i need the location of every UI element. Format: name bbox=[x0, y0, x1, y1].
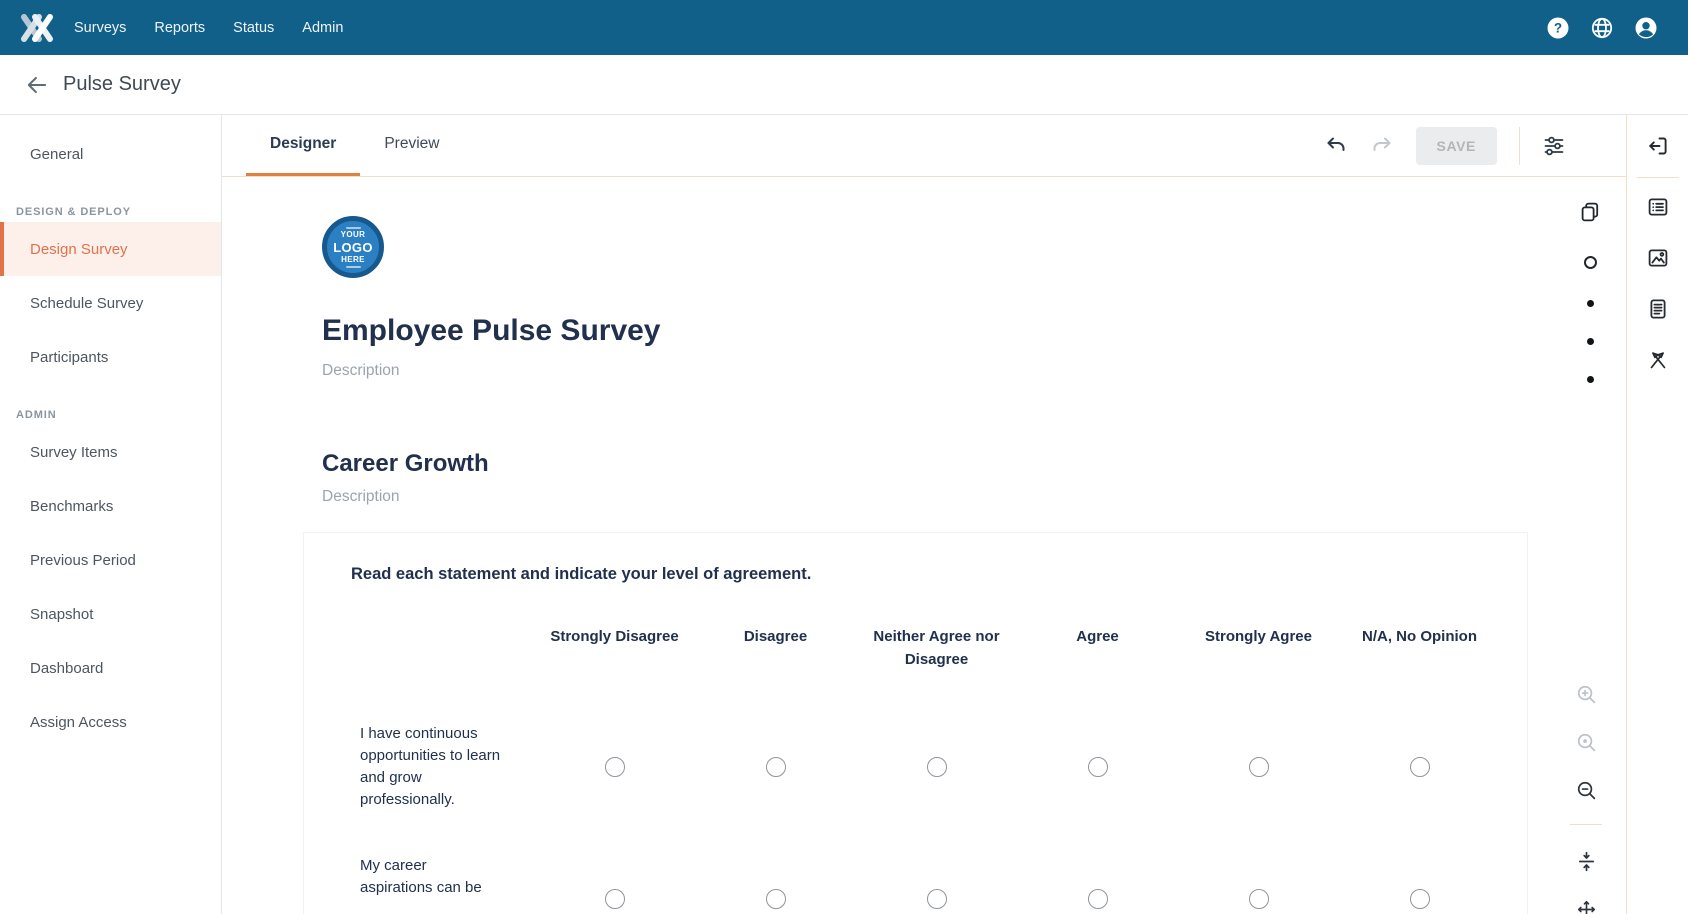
statement-text: I have continuous opportunities to learn… bbox=[360, 725, 501, 809]
page-indicator-dot[interactable] bbox=[1586, 338, 1594, 345]
sidebar-item-benchmarks[interactable]: Benchmarks bbox=[30, 497, 114, 515]
survey-canvas: YOUR LOGO HERE Employee Pulse Survey Des… bbox=[222, 177, 1626, 914]
sidebar-item-survey-items[interactable]: Survey Items bbox=[30, 443, 118, 461]
survey-logo-placeholder[interactable]: YOUR LOGO HERE bbox=[322, 216, 384, 278]
sidebar-item-previous-period[interactable]: Previous Period bbox=[30, 551, 136, 569]
zoom-in-icon[interactable] bbox=[1575, 683, 1598, 706]
matrix-question-block[interactable]: Read each statement and indicate your le… bbox=[303, 532, 1528, 914]
topbar-right-icons: ? bbox=[1546, 16, 1658, 40]
nav-item-reports[interactable]: Reports bbox=[154, 19, 206, 36]
radio-button[interactable] bbox=[604, 757, 625, 778]
matrix-scale-header: Strongly Disagree Disagree Neither Agree… bbox=[304, 626, 1527, 671]
page-title: Pulse Survey bbox=[63, 73, 181, 95]
section-title[interactable]: Career Growth bbox=[322, 450, 489, 477]
page-indicator-dot[interactable] bbox=[1586, 376, 1594, 383]
nav-item-surveys[interactable]: Surveys bbox=[74, 19, 127, 36]
tab-preview[interactable]: Preview bbox=[384, 135, 440, 152]
sidebar-item-dashboard[interactable]: Dashboard bbox=[30, 659, 104, 677]
scale-label: Neither Agree nor Disagree bbox=[873, 628, 1000, 668]
redo-icon[interactable] bbox=[1370, 134, 1394, 158]
sidebar-section-admin: ADMIN bbox=[16, 409, 57, 421]
page-header: Pulse Survey bbox=[0, 55, 1688, 115]
question-prompt: Read each statement and indicate your le… bbox=[351, 565, 812, 583]
sidebar: General DESIGN & DEPLOY Design Survey Sc… bbox=[0, 115, 222, 914]
toolbar-actions: SAVE bbox=[1324, 115, 1567, 177]
top-navigation-bar: Surveys Reports Status Admin ? bbox=[0, 0, 1688, 55]
page-navigator bbox=[1578, 200, 1602, 383]
radio-button[interactable] bbox=[926, 757, 947, 778]
nav-item-admin[interactable]: Admin bbox=[302, 19, 344, 36]
text-block-icon[interactable] bbox=[1646, 297, 1670, 321]
scale-label: Agree bbox=[1076, 628, 1119, 645]
save-button[interactable]: SAVE bbox=[1415, 127, 1497, 165]
help-icon[interactable]: ? bbox=[1546, 16, 1570, 40]
matrix-row: My career aspirations can be bbox=[304, 855, 1527, 910]
nav-item-status[interactable]: Status bbox=[233, 19, 275, 36]
settings-sliders-icon[interactable] bbox=[1542, 134, 1566, 158]
sidebar-item-schedule-survey[interactable]: Schedule Survey bbox=[30, 294, 144, 312]
logo-text-line: YOUR bbox=[340, 229, 366, 239]
radio-button[interactable] bbox=[1087, 889, 1108, 910]
primary-nav: Surveys Reports Status Admin bbox=[74, 20, 343, 36]
tab-bar: Designer Preview SAVE bbox=[222, 115, 1626, 177]
svg-text:?: ? bbox=[1554, 20, 1562, 35]
sidebar-item-snapshot[interactable]: Snapshot bbox=[30, 605, 94, 623]
radio-button[interactable] bbox=[1409, 889, 1430, 910]
statement-text: My career aspirations can be bbox=[360, 857, 482, 897]
zoom-tools bbox=[1570, 683, 1602, 914]
finish-flags-icon[interactable] bbox=[1646, 348, 1670, 372]
brand-logo-icon bbox=[18, 11, 56, 45]
question-list-icon[interactable] bbox=[1646, 195, 1670, 219]
radio-button[interactable] bbox=[1248, 757, 1269, 778]
survey-description-placeholder[interactable]: Description bbox=[322, 362, 400, 379]
globe-icon[interactable] bbox=[1590, 16, 1614, 40]
toolbar-divider bbox=[1519, 127, 1520, 165]
exit-icon[interactable] bbox=[1646, 134, 1670, 158]
pan-icon[interactable] bbox=[1575, 898, 1598, 914]
radio-button[interactable] bbox=[765, 757, 786, 778]
radio-button[interactable] bbox=[765, 889, 786, 910]
page-indicator-dot[interactable] bbox=[1586, 300, 1594, 307]
undo-icon[interactable] bbox=[1324, 134, 1348, 158]
radio-button[interactable] bbox=[1087, 757, 1108, 778]
scale-label: Strongly Agree bbox=[1205, 628, 1312, 645]
radio-button[interactable] bbox=[1248, 889, 1269, 910]
zoom-tools-divider bbox=[1570, 824, 1602, 825]
sidebar-item-design-survey[interactable]: Design Survey bbox=[0, 222, 221, 276]
logo-text-line: HERE bbox=[341, 254, 365, 264]
radio-button[interactable] bbox=[604, 889, 625, 910]
duplicate-page-icon[interactable] bbox=[1578, 200, 1602, 224]
fit-height-icon[interactable] bbox=[1575, 850, 1598, 873]
sidebar-item-general[interactable]: General bbox=[30, 145, 84, 163]
designer-main-panel: Designer Preview SAVE bbox=[222, 115, 1626, 914]
radio-button[interactable] bbox=[1409, 757, 1430, 778]
scale-label: Disagree bbox=[743, 628, 808, 645]
tab-designer[interactable]: Designer bbox=[246, 115, 361, 176]
account-icon[interactable] bbox=[1634, 16, 1658, 40]
radio-button[interactable] bbox=[926, 889, 947, 910]
right-icon-rail bbox=[1626, 115, 1688, 914]
page-indicator-current[interactable] bbox=[1583, 256, 1597, 269]
logo-decoration-bar bbox=[345, 265, 361, 268]
back-arrow-icon[interactable] bbox=[24, 72, 50, 98]
scale-label: Strongly Disagree bbox=[550, 628, 679, 645]
survey-title[interactable]: Employee Pulse Survey bbox=[322, 314, 661, 347]
sidebar-item-assign-access[interactable]: Assign Access bbox=[30, 713, 127, 731]
zoom-out-icon[interactable] bbox=[1575, 779, 1598, 802]
zoom-reset-icon[interactable] bbox=[1575, 731, 1598, 754]
logo-text-line: LOGO bbox=[333, 239, 373, 255]
section-description-placeholder[interactable]: Description bbox=[322, 488, 400, 505]
image-block-icon[interactable] bbox=[1646, 246, 1670, 270]
logo-decoration-bar bbox=[345, 226, 361, 229]
matrix-row: I have continuous opportunities to learn… bbox=[304, 723, 1527, 811]
scale-label: N/A, No Opinion bbox=[1362, 628, 1477, 645]
rail-divider bbox=[1636, 177, 1679, 178]
sidebar-item-participants[interactable]: Participants bbox=[30, 348, 109, 366]
sidebar-section-design-deploy: DESIGN & DEPLOY bbox=[16, 206, 131, 218]
